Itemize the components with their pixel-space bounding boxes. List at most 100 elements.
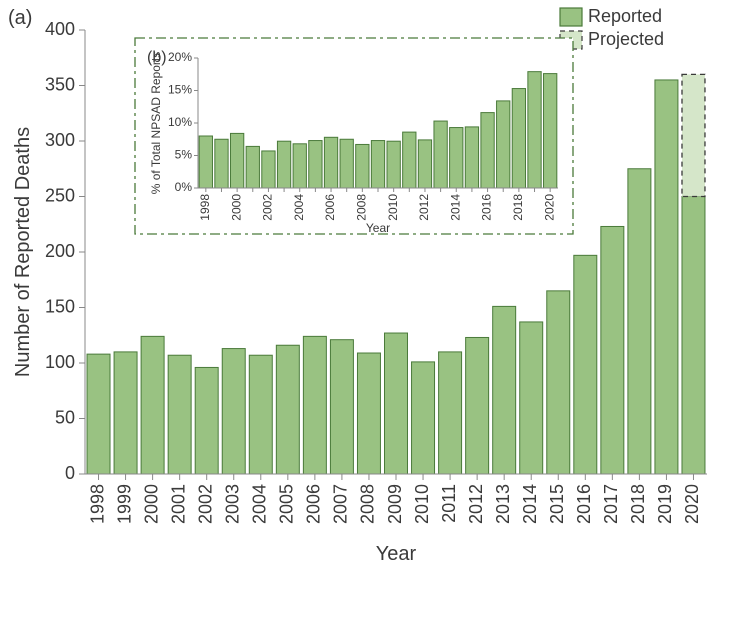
inset-ytick-label: 10% [168,115,192,129]
main-xtick-label: 2008 [358,484,378,524]
legend-label: Reported [588,6,662,26]
main-xtick-label: 1998 [87,484,107,524]
main-xtick-label: 2002 [195,484,215,524]
main-bar [249,355,272,474]
main-bar [547,291,570,474]
panel-label-a: (a) [8,7,32,29]
main-xtick-label: 2013 [493,484,513,524]
inset-xtick-label: 2002 [261,194,275,221]
inset-bar [356,144,369,188]
inset-ylabel: % of Total NPSAD Reports [149,52,163,195]
main-bar [520,322,543,474]
legend-swatch [560,8,582,26]
main-ytick-label: 350 [45,74,75,94]
inset-bar [246,146,259,188]
main-ytick-label: 0 [65,463,75,483]
main-bar [195,367,218,474]
inset-xlabel: Year [366,221,390,235]
main-bar [574,255,597,474]
main-xtick-label: 2004 [250,484,270,524]
main-bar [412,362,435,474]
main-xtick-label: 2010 [412,484,432,524]
inset-ytick-label: 5% [175,148,193,162]
main-bar [682,197,705,475]
main-xtick-label: 2007 [331,484,351,524]
inset-xtick-label: 2008 [355,194,369,221]
inset-bar [293,144,306,188]
inset-xtick-label: 2012 [417,194,431,221]
main-ytick-label: 150 [45,296,75,316]
main-bar-projected [682,74,705,196]
main-ytick-label: 200 [45,241,75,261]
inset-xtick-label: 2000 [229,194,243,221]
main-xtick-label: 2011 [439,484,459,523]
main-xtick-label: 2012 [466,484,486,524]
main-bar [493,306,516,474]
main-bar [655,80,678,474]
main-xtick-label: 2005 [277,484,297,524]
inset-xtick-label: 2004 [292,194,306,221]
chart-container: 0501001502002503003504001998199920002001… [0,0,755,620]
main-xtick-label: 2017 [601,484,621,524]
inset-xtick-label: 2010 [386,194,400,221]
inset-xtick-label: 2020 [542,194,556,221]
chart-svg: 0501001502002503003504001998199920002001… [0,0,755,620]
main-ylabel: Number of Reported Deaths [12,127,34,377]
main-bar [114,352,137,474]
main-bar [141,336,164,474]
main-ytick-label: 50 [55,407,75,427]
main-bar [303,336,326,474]
inset-bar [403,132,416,188]
inset-xtick-label: 2016 [480,194,494,221]
main-bar [87,354,110,474]
main-xtick-label: 2016 [574,484,594,524]
inset-bar [324,137,337,188]
inset-bar [465,127,478,188]
inset-ytick-label: 0% [175,180,193,194]
inset-bar [544,74,557,188]
inset-bar [199,136,212,188]
main-bar [628,169,651,474]
inset-bar [497,101,510,188]
inset-xtick-label: 2018 [511,194,525,221]
main-ytick-label: 100 [45,352,75,372]
inset-ytick-label: 20% [168,50,192,64]
inset-xtick-label: 1998 [198,194,212,221]
main-ytick-label: 400 [45,19,75,39]
inset-bar [528,72,541,188]
main-bar [385,333,408,474]
main-xtick-label: 1999 [114,484,134,524]
inset-bar [215,139,228,188]
main-xlabel: Year [376,543,417,565]
main-bar [439,352,462,474]
main-bar [330,340,353,474]
inset-bar [512,89,525,188]
main-bar [601,226,624,474]
inset-bar [450,128,463,188]
inset-bar [262,151,275,188]
inset-bar [371,141,384,188]
main-bar [168,355,191,474]
main-ytick-label: 250 [45,185,75,205]
inset-bar [387,141,400,188]
main-bar [276,345,299,474]
inset-ytick-label: 15% [168,83,192,97]
main-xtick-label: 2003 [222,484,242,524]
main-xtick-label: 2018 [628,484,648,524]
main-xtick-label: 2014 [520,484,540,524]
main-bar [357,353,380,474]
inset-bar [418,140,431,188]
main-bar [222,349,245,474]
main-xtick-label: 2001 [168,484,188,524]
inset-xtick-label: 2006 [323,194,337,221]
main-xtick-label: 2015 [547,484,567,524]
main-xtick-label: 2009 [385,484,405,524]
inset-bar [340,139,353,188]
main-xtick-label: 2020 [682,484,702,524]
inset-bar [434,121,447,188]
main-xtick-label: 2006 [304,484,324,524]
legend-label: Projected [588,29,664,49]
main-xtick-label: 2019 [655,484,675,524]
inset-bar [309,141,322,188]
inset-bar [481,113,494,188]
